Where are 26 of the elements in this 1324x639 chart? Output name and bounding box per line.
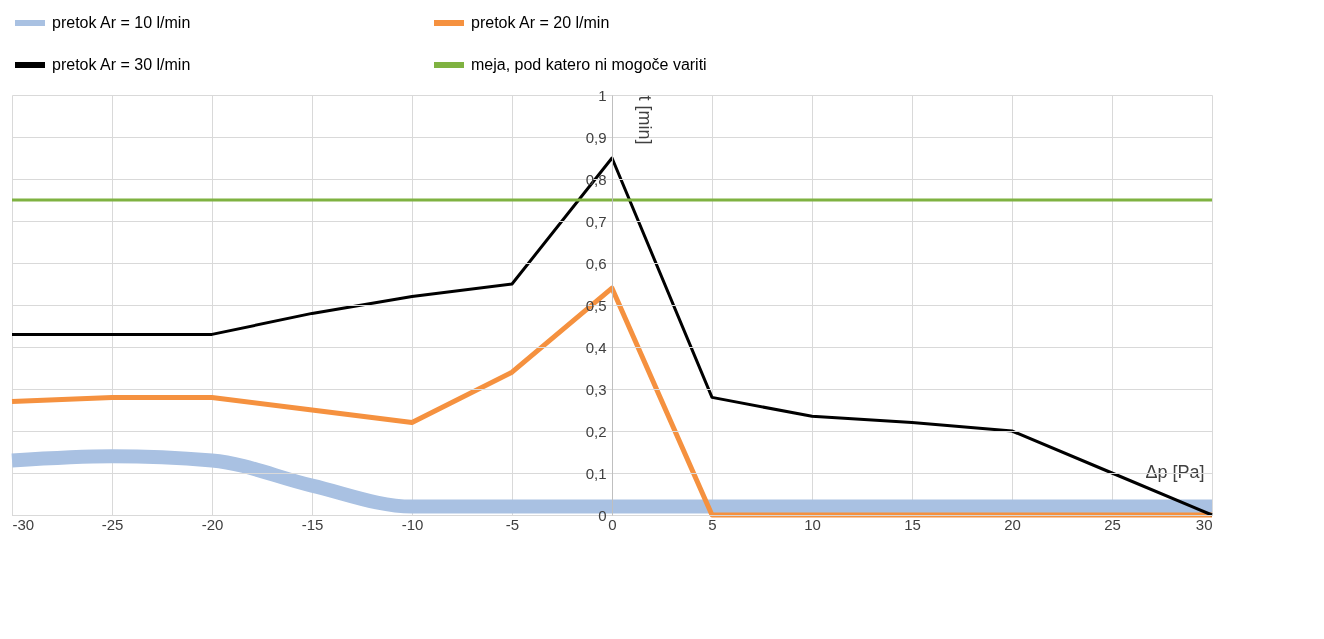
x-tick-label: -5 (505, 515, 520, 533)
legend-label: meja, pod katero ni mogoče variti (471, 56, 707, 73)
x-tick-label: 10 (804, 515, 821, 533)
x-tick-label: 15 (904, 515, 921, 533)
x-tick-label: 5 (708, 515, 717, 533)
y-tick-label: 0,2 (585, 422, 607, 440)
y-tick-label: 0,1 (585, 464, 607, 482)
legend-label: pretok Ar = 10 l/min (52, 14, 191, 31)
legend-label: pretok Ar = 30 l/min (52, 56, 191, 73)
x-tick-label: -30 (12, 515, 35, 533)
y-tick-label: 0,6 (585, 254, 607, 272)
x-tick-label: 20 (1004, 515, 1021, 533)
x-tick-label: -20 (201, 515, 224, 533)
x-tick-label: -10 (401, 515, 424, 533)
x-tick-label: -25 (101, 515, 124, 533)
legend-label: pretok Ar = 20 l/min (471, 14, 610, 31)
y-tick-label: 1 (598, 86, 607, 104)
x-tick-label: -15 (301, 515, 324, 533)
y-tick-label: 0,8 (585, 170, 607, 188)
x-tick-label: 30 (1195, 515, 1213, 533)
y-axis-title: t [min] (634, 95, 655, 145)
y-tick-label: 0,7 (585, 212, 607, 230)
y-tick-label: 0,3 (585, 380, 607, 398)
x-tick-label: 25 (1104, 515, 1121, 533)
y-tick-label: 0,4 (585, 338, 607, 356)
y-tick-label: 0,9 (585, 128, 607, 146)
